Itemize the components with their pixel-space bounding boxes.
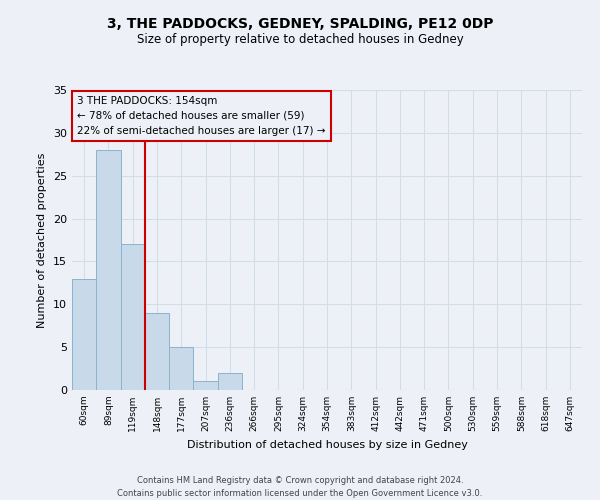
Text: 3, THE PADDOCKS, GEDNEY, SPALDING, PE12 0DP: 3, THE PADDOCKS, GEDNEY, SPALDING, PE12 … xyxy=(107,18,493,32)
Bar xyxy=(218,373,242,390)
Bar xyxy=(96,150,121,390)
X-axis label: Distribution of detached houses by size in Gedney: Distribution of detached houses by size … xyxy=(187,440,467,450)
Text: Size of property relative to detached houses in Gedney: Size of property relative to detached ho… xyxy=(137,32,463,46)
Text: Contains HM Land Registry data © Crown copyright and database right 2024.
Contai: Contains HM Land Registry data © Crown c… xyxy=(118,476,482,498)
Bar xyxy=(121,244,145,390)
Bar xyxy=(72,278,96,390)
Y-axis label: Number of detached properties: Number of detached properties xyxy=(37,152,47,328)
Bar xyxy=(193,382,218,390)
Text: 3 THE PADDOCKS: 154sqm
← 78% of detached houses are smaller (59)
22% of semi-det: 3 THE PADDOCKS: 154sqm ← 78% of detached… xyxy=(77,96,326,136)
Bar xyxy=(145,313,169,390)
Bar xyxy=(169,347,193,390)
